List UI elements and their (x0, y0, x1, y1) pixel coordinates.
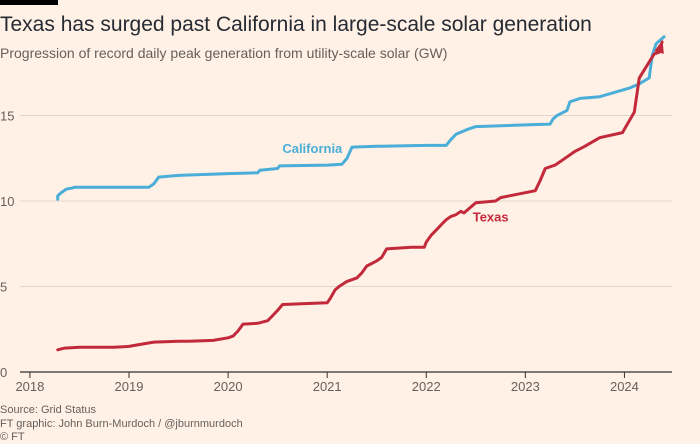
x-tick-label: 2020 (214, 379, 243, 394)
y-tick-label: 15 (0, 109, 14, 124)
y-axis-ticks: 0 5 10 15 (0, 109, 14, 381)
x-tick-label: 2022 (412, 379, 441, 394)
x-tick-label: 2023 (511, 379, 540, 394)
series-line-california (56, 35, 666, 201)
x-tick-label: 2018 (15, 379, 44, 394)
copyright-note: © FT (0, 431, 25, 443)
graphic-credit: FT graphic: John Burn-Murdoch / @jburnmu… (0, 418, 243, 430)
y-tick-label: 10 (0, 194, 14, 209)
gridlines (20, 115, 672, 287)
series-label-california: California (282, 141, 343, 156)
ft-topbar (0, 0, 58, 5)
series-labels: California Texas (282, 141, 508, 224)
x-tick-label: 2019 (115, 379, 144, 394)
chart-title: Texas has surged past California in larg… (0, 13, 592, 36)
source-note: Source: Grid Status (0, 404, 96, 416)
x-tick-label: 2024 (610, 379, 639, 394)
series-label-texas: Texas (473, 210, 509, 225)
series-line-texas (56, 40, 664, 352)
y-tick-label: 0 (0, 365, 7, 380)
x-axis: 2018 2019 2020 2021 2022 2023 2024 (15, 371, 672, 394)
series-lines (56, 35, 666, 352)
y-tick-label: 5 (0, 280, 7, 295)
chart-subtitle: Progression of record daily peak generat… (0, 45, 448, 61)
texas-arrowhead (654, 40, 664, 54)
x-tick-label: 2021 (313, 379, 342, 394)
